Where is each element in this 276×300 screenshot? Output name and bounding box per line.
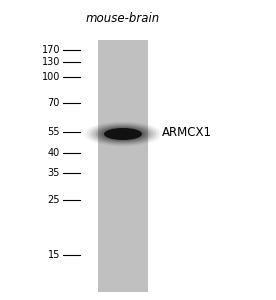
Text: 25: 25: [47, 195, 60, 205]
Text: 100: 100: [42, 72, 60, 82]
Text: 40: 40: [48, 148, 60, 158]
Ellipse shape: [98, 126, 148, 142]
Ellipse shape: [87, 123, 159, 146]
Text: mouse-brain: mouse-brain: [86, 11, 160, 25]
Text: 130: 130: [42, 57, 60, 67]
Ellipse shape: [93, 124, 153, 144]
Text: 15: 15: [48, 250, 60, 260]
Bar: [98, 40, 148, 292]
Ellipse shape: [104, 128, 142, 140]
Text: ARMCX1: ARMCX1: [162, 125, 212, 139]
Text: 55: 55: [47, 127, 60, 137]
Ellipse shape: [104, 128, 142, 140]
Ellipse shape: [90, 124, 156, 145]
Ellipse shape: [101, 127, 145, 141]
Text: 35: 35: [48, 168, 60, 178]
Ellipse shape: [95, 125, 150, 143]
Text: 170: 170: [41, 45, 60, 55]
Text: 70: 70: [48, 98, 60, 108]
